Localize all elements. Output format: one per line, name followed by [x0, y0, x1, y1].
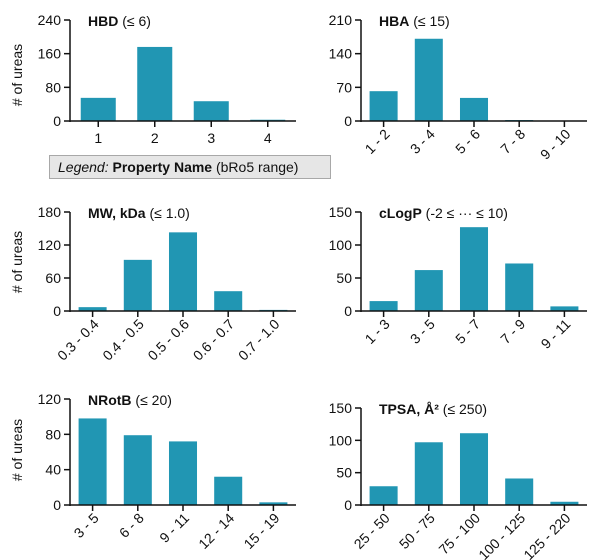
- x-tick-label: 15 - 19: [240, 510, 282, 552]
- x-tick-label: 5 - 6: [452, 126, 483, 157]
- y-tick-label: 100: [329, 432, 353, 448]
- y-tick-label: 100: [329, 237, 353, 253]
- x-tick-label: 0.4 - 0.5: [99, 316, 147, 364]
- bar: [505, 263, 534, 311]
- y-tick-label: 180: [38, 204, 62, 220]
- bar: [459, 433, 489, 505]
- x-tick-label: 7 - 8: [497, 126, 528, 157]
- x-tick-label: 3 - 5: [407, 316, 438, 347]
- y-tick-label: 80: [45, 79, 61, 95]
- x-tick-label: 50 - 75: [396, 510, 438, 552]
- bar: [123, 259, 152, 311]
- bar: [259, 502, 288, 505]
- y-tick-label: 0: [344, 113, 352, 129]
- y-tick-label: 0: [53, 303, 61, 319]
- legend-box: Legend: Property Name (bRo5 range): [49, 155, 331, 179]
- x-tick-label: 9 - 11: [156, 510, 192, 546]
- x-tick-label: 2: [151, 130, 159, 146]
- bar: [123, 435, 152, 505]
- x-tick-label: 9 - 11: [538, 316, 574, 352]
- x-tick-label: 3: [207, 130, 215, 146]
- x-tick-label: 7 - 9: [497, 316, 528, 347]
- bar: [550, 306, 579, 311]
- bar: [80, 97, 116, 121]
- bar: [414, 270, 443, 311]
- bar: [369, 486, 398, 505]
- bar: [214, 476, 243, 505]
- y-tick-label: 40: [45, 462, 61, 478]
- bar: [168, 441, 198, 505]
- chart-title: NRotB (≤ 20): [88, 392, 172, 408]
- chart-panel-3: 0 60 120 180 0.3 - 0.40.4 - 0.50.5 - 0.60.6 …: [9, 204, 296, 363]
- chart-title: HBA (≤ 15): [379, 13, 450, 29]
- y-tick-label: 150: [329, 204, 353, 220]
- bar: [459, 227, 489, 311]
- bar: [78, 418, 107, 505]
- y-tick-label: 50: [336, 270, 352, 286]
- legend-range: (bRo5 range): [215, 159, 299, 175]
- legend-prefix: Legend:: [58, 159, 109, 175]
- y-tick-label: 160: [38, 46, 62, 62]
- bar: [459, 97, 489, 121]
- x-tick-label: 1: [94, 130, 102, 146]
- legend-property-name: Property Name: [112, 159, 213, 175]
- y-tick-label: 60: [45, 270, 61, 286]
- chart-panel-1: 0 80 160 240 1 2 3 4 HBD (≤ 6) # of ureas: [9, 12, 296, 146]
- x-tick-label: 125 - 220: [520, 510, 573, 560]
- bar: [550, 501, 579, 505]
- x-tick-label: 1 - 2: [362, 126, 393, 157]
- x-tick-label: 4: [264, 130, 272, 146]
- y-tick-label: 210: [329, 12, 353, 28]
- x-tick-label: 5 - 7: [452, 316, 483, 347]
- bar: [168, 232, 198, 311]
- x-tick-label: 6 - 8: [116, 510, 147, 541]
- x-tick-label: 3 - 5: [71, 510, 102, 541]
- bar: [137, 46, 173, 121]
- chart-title: cLogP (-2 ≤ ··· ≤ 10): [379, 205, 508, 221]
- bar: [78, 307, 107, 311]
- bar: [505, 478, 534, 505]
- chart-panel-2: 0 70 140 210 1 - 2 3 - 4 5 - 6 7 - 8 9 - 10 HBA (…: [329, 12, 587, 162]
- bar: [193, 101, 229, 121]
- y-tick-label: 0: [344, 303, 352, 319]
- chart-panel-4: 0 50 100 150 1 - 3 3 - 5 5 - 7 7 - 9 9 - 11 cLogP…: [329, 204, 587, 352]
- chart-panel-5: 0 40 80 120 3 - 5 6 - 8 9 - 11 12 - 14 15 - 19 NR…: [9, 391, 296, 552]
- x-tick-label: 3 - 4: [407, 126, 438, 157]
- y-tick-label: 240: [38, 12, 62, 28]
- x-tick-label: 0.3 - 0.4: [54, 316, 102, 364]
- y-tick-label: 140: [329, 46, 353, 62]
- bar: [414, 38, 443, 121]
- y-tick-label: 80: [45, 426, 61, 442]
- x-tick-label: 1 - 3: [362, 316, 393, 347]
- chart-title: TPSA, Å² (≤ 250): [379, 401, 487, 417]
- bar: [369, 91, 398, 121]
- chart-title: MW, kDa (≤ 1.0): [88, 205, 190, 221]
- y-tick-label: 120: [38, 391, 62, 407]
- y-tick-label: 50: [336, 465, 352, 481]
- y-tick-label: 150: [329, 400, 353, 416]
- y-axis-label: # of ureas: [9, 231, 25, 293]
- bar: [369, 301, 398, 311]
- x-tick-label: 9 - 10: [537, 126, 574, 163]
- x-tick-label: 12 - 14: [195, 510, 237, 552]
- y-tick-label: 70: [336, 79, 352, 95]
- y-tick-label: 0: [53, 113, 61, 129]
- y-axis-label: # of ureas: [9, 419, 25, 481]
- chart-title: HBD (≤ 6): [88, 13, 151, 29]
- bar: [214, 291, 243, 311]
- x-tick-label: 25 - 50: [351, 510, 393, 552]
- y-axis-label: # of ureas: [9, 44, 25, 106]
- x-tick-label: 0.5 - 0.6: [144, 316, 192, 364]
- bar: [414, 442, 443, 505]
- x-tick-label: 0.7 - 1.0: [235, 316, 283, 364]
- y-tick-label: 0: [53, 497, 61, 513]
- y-tick-label: 0: [344, 497, 352, 513]
- x-tick-label: 0.6 - 0.7: [190, 316, 238, 364]
- y-tick-label: 120: [38, 237, 62, 253]
